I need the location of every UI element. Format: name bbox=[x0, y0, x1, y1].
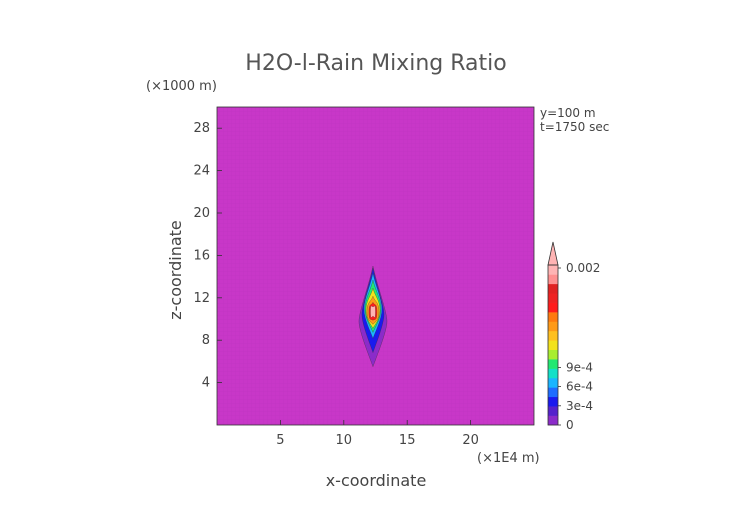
x-axis-label: x-coordinate bbox=[326, 471, 427, 490]
colorbar-swatch bbox=[548, 293, 558, 303]
x-tick-label: 20 bbox=[462, 433, 479, 448]
colorbar-swatch bbox=[548, 387, 558, 398]
x-tick-label: 15 bbox=[399, 433, 416, 448]
y-tick-label: 28 bbox=[193, 121, 210, 136]
colorbar-swatch bbox=[548, 340, 558, 351]
x-axis: 5 10 15 20 bbox=[276, 420, 479, 448]
y-tick-label: 4 bbox=[202, 376, 210, 391]
colorbar-swatch bbox=[548, 283, 558, 294]
annotation-y: y=100 m bbox=[540, 106, 596, 120]
x-tick-label: 5 bbox=[276, 433, 284, 448]
colorbar-swatch bbox=[548, 377, 558, 388]
colorbar-swatch bbox=[548, 312, 558, 322]
colorbar-swatch bbox=[548, 330, 558, 341]
plume-contour bbox=[370, 305, 376, 318]
colorbar-swatch bbox=[548, 368, 558, 379]
colorbar-tick-label: 0 bbox=[566, 418, 574, 432]
y-axis: 4 8 12 16 20 24 28 bbox=[193, 121, 222, 391]
colorbar-swatch bbox=[548, 302, 558, 313]
colorbar-tick-label: 3e-4 bbox=[566, 399, 593, 413]
x-tick-label: 10 bbox=[336, 433, 353, 448]
colorbar: 0 3e-4 6e-4 9e-4 0.002 bbox=[547, 241, 600, 432]
colorbar-swatch bbox=[548, 265, 558, 275]
colorbar-swatch bbox=[548, 415, 558, 426]
colorbar-swatch bbox=[548, 349, 558, 360]
colorbar-tick-label: 9e-4 bbox=[566, 360, 593, 374]
x-unit-label: (×1E4 m) bbox=[477, 451, 540, 466]
colorbar-extend-arrow bbox=[547, 241, 559, 266]
colorbar-swatch bbox=[548, 359, 558, 369]
colorbar-swatch bbox=[548, 321, 558, 332]
y-tick-label: 8 bbox=[202, 333, 210, 348]
y-tick-label: 16 bbox=[193, 248, 210, 263]
plot-area bbox=[216, 106, 535, 426]
y-axis-label: z-coordinate bbox=[166, 220, 185, 320]
rain-plume bbox=[358, 265, 388, 368]
colorbar-swatch bbox=[548, 396, 558, 407]
colorbar-swatch bbox=[548, 274, 558, 285]
y-tick-label: 20 bbox=[193, 206, 210, 221]
colorbar-tick-label: 6e-4 bbox=[566, 380, 593, 394]
annotation-t: t=1750 sec bbox=[540, 120, 609, 134]
y-unit-label: (×1000 m) bbox=[146, 79, 217, 94]
y-tick-label: 12 bbox=[193, 291, 210, 306]
colorbar-tick-label: 0.002 bbox=[566, 261, 600, 275]
colorbar-frame bbox=[547, 264, 559, 426]
y-tick-label: 24 bbox=[193, 164, 210, 179]
colorbar-swatch bbox=[548, 406, 558, 416]
chart-title: H2O-l-Rain Mixing Ratio bbox=[245, 51, 506, 76]
